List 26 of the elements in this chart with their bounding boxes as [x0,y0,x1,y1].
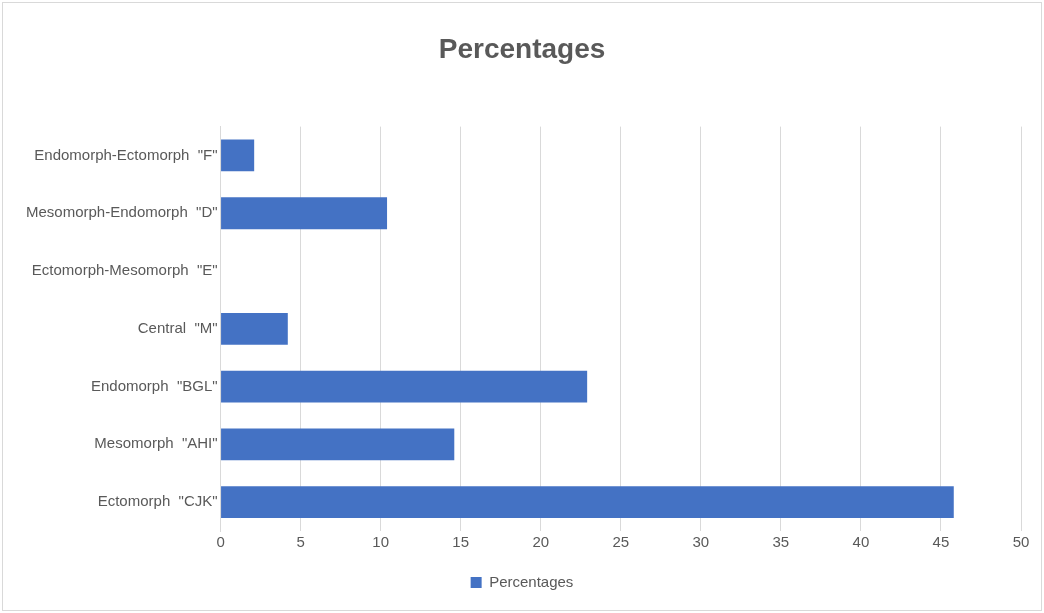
bar [221,370,588,403]
x-tick-label: 25 [612,533,630,551]
y-tick-label: Mesomorph "AHI" [94,434,218,452]
bar [221,139,255,172]
y-tick-label: Ectomorph "CJK" [97,492,218,510]
bar [221,486,954,518]
y-tick-label: Ectomorph-Mesomorph "E" [31,261,218,279]
y-tick-label: Endomorph-Ectomorph "F" [34,145,218,163]
y-tick-label: Central "M" [137,318,218,336]
legend-label: Percentages [489,572,574,590]
x-tick-label: 15 [452,533,470,551]
x-tick-label: 30 [692,533,710,551]
x-tick-label: 20 [532,533,550,551]
y-tick-label: Mesomorph-Endomorph "D" [26,203,218,221]
x-tick-label: 45 [932,533,950,551]
y-tick-label: Endomorph "BGL" [91,376,218,394]
x-tick-label: 10 [372,533,389,551]
bar [221,312,288,345]
bar [221,428,455,461]
x-tick-label: 0 [216,533,225,551]
x-tick-label: 50 [1012,533,1030,551]
x-tick-label: 40 [852,533,870,551]
x-tick-label: 5 [296,533,305,551]
bar [221,197,388,230]
x-tick-label: 35 [772,533,790,551]
chart-title: Percentages [438,32,606,64]
